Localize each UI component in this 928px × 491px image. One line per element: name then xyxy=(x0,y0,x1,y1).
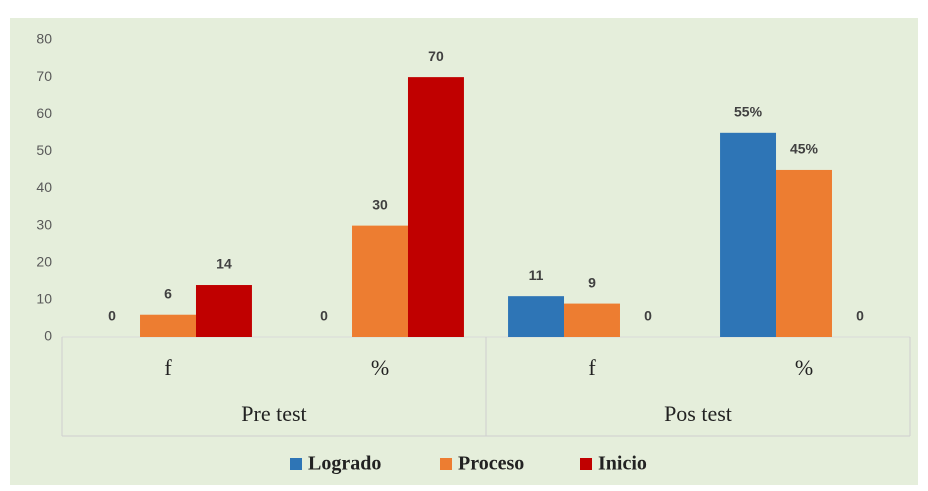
value-label: 0 xyxy=(644,308,652,324)
value-label: 45% xyxy=(790,141,819,157)
value-label: 9 xyxy=(588,274,596,290)
y-tick-label: 10 xyxy=(36,291,52,307)
legend-swatch xyxy=(290,458,302,470)
bar xyxy=(720,132,777,337)
value-label: 0 xyxy=(320,308,328,324)
x-tick-label: f xyxy=(588,355,596,380)
bar xyxy=(508,296,565,337)
y-tick-label: 30 xyxy=(36,216,52,232)
bar xyxy=(352,225,408,337)
bar xyxy=(407,77,464,337)
value-label: 6 xyxy=(164,285,172,301)
bar xyxy=(195,285,252,337)
x-tick-label: % xyxy=(795,355,813,380)
group-label: Pre test xyxy=(241,401,306,426)
y-tick-label: 70 xyxy=(36,68,52,84)
value-label: 55% xyxy=(734,104,763,120)
bar xyxy=(564,303,620,337)
y-tick-label: 50 xyxy=(36,142,52,158)
y-tick-label: 80 xyxy=(36,31,52,47)
bar xyxy=(140,314,196,337)
value-label: 11 xyxy=(529,267,544,283)
x-tick-label: % xyxy=(371,355,389,380)
legend-label: Inicio xyxy=(598,453,647,475)
y-tick-label: 0 xyxy=(44,328,52,344)
legend-swatch xyxy=(440,458,452,470)
x-tick-label: f xyxy=(164,355,172,380)
y-tick-label: 60 xyxy=(36,105,52,121)
value-label: 14 xyxy=(216,256,232,272)
value-label: 70 xyxy=(428,48,444,64)
value-label: 0 xyxy=(856,308,864,324)
y-tick-label: 40 xyxy=(36,179,52,195)
legend-swatch xyxy=(580,458,592,470)
y-tick-label: 20 xyxy=(36,253,52,269)
value-label: 30 xyxy=(372,196,388,212)
value-label: 0 xyxy=(108,308,116,324)
group-label: Pos test xyxy=(664,401,732,426)
legend-label: Proceso xyxy=(458,453,524,475)
legend-label: Logrado xyxy=(308,453,381,475)
bar xyxy=(776,169,832,337)
